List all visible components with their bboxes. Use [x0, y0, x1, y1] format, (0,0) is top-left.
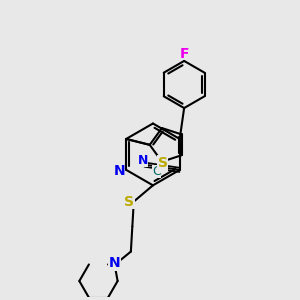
Text: N: N: [108, 256, 120, 270]
Text: S: S: [158, 156, 167, 170]
Text: N: N: [114, 164, 125, 178]
Text: C: C: [152, 165, 161, 178]
Text: F: F: [179, 47, 189, 61]
Text: S: S: [124, 194, 134, 208]
Text: N: N: [138, 154, 148, 167]
